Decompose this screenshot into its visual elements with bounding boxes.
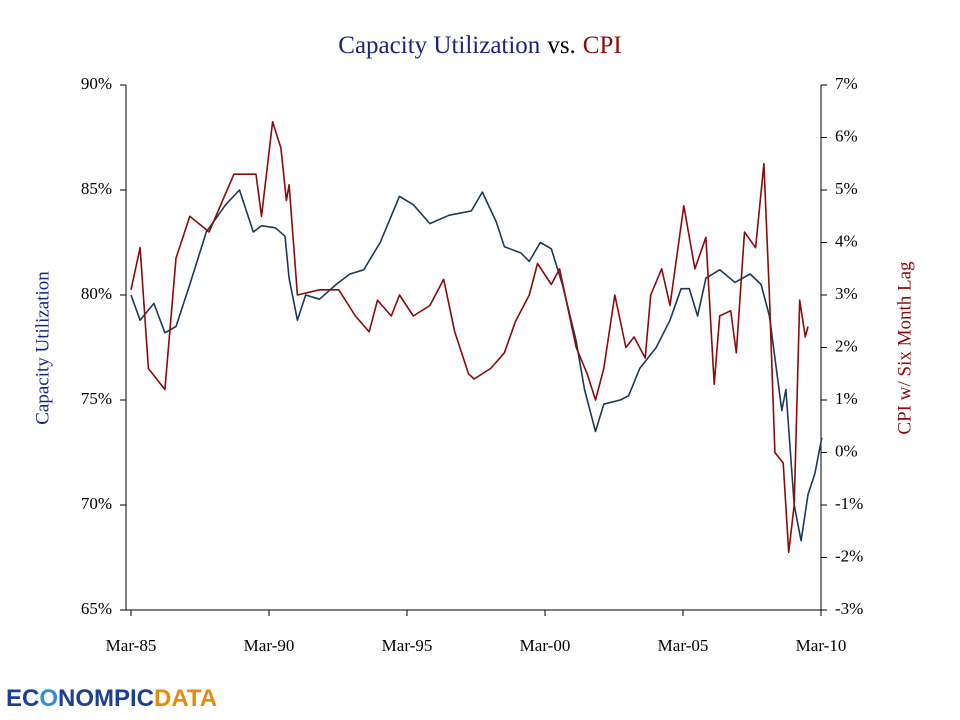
logo-part: NOMPIC [58, 685, 154, 712]
y2-tick-label: 2% [835, 336, 858, 355]
title-part: CPI [583, 32, 622, 59]
x-tick-label: Mar-05 [658, 636, 709, 655]
y2-tick-label: 3% [835, 284, 858, 303]
y2-tick-label: 6% [835, 126, 858, 145]
logo-part: DATA [154, 685, 217, 712]
logo-part: O [39, 685, 58, 712]
logo: ECONOMPICDATA [6, 685, 217, 712]
title-part: vs. [547, 32, 575, 59]
title-part: Capacity Utilization [338, 32, 541, 59]
y-tick-label: 80% [81, 284, 112, 303]
x-tick-label: Mar-00 [520, 636, 571, 655]
chart-title: Capacity Utilization vs. CPI [338, 32, 621, 59]
data-line [130, 121, 809, 554]
y-tick-label: 65% [81, 599, 112, 618]
y2-tick-label: 4% [835, 231, 858, 250]
y2-tick-label: 1% [835, 389, 858, 408]
y2-tick-label: -3% [835, 599, 863, 618]
x-tick-label: Mar-85 [106, 636, 157, 655]
logo-part: EC [6, 685, 39, 712]
x-tick-label: Mar-10 [796, 636, 847, 655]
y-axis-label: Capacity Utilization [32, 271, 53, 425]
y-tick-label: 90% [81, 74, 112, 93]
y2-tick-label: 5% [835, 179, 858, 198]
y2-tick-label: 7% [835, 74, 858, 93]
y2-tick-label: -1% [835, 494, 863, 513]
data-line [130, 189, 823, 542]
y2-tick-label: 0% [835, 441, 858, 460]
x-tick-label: Mar-95 [382, 636, 433, 655]
x-tick-label: Mar-90 [244, 636, 295, 655]
y2-tick-label: -2% [835, 546, 863, 565]
y-tick-label: 70% [81, 494, 112, 513]
y-tick-label: 85% [81, 179, 112, 198]
y2-axis-label: CPI w/ Six Month Lag [894, 261, 915, 435]
y-tick-label: 75% [81, 389, 112, 408]
